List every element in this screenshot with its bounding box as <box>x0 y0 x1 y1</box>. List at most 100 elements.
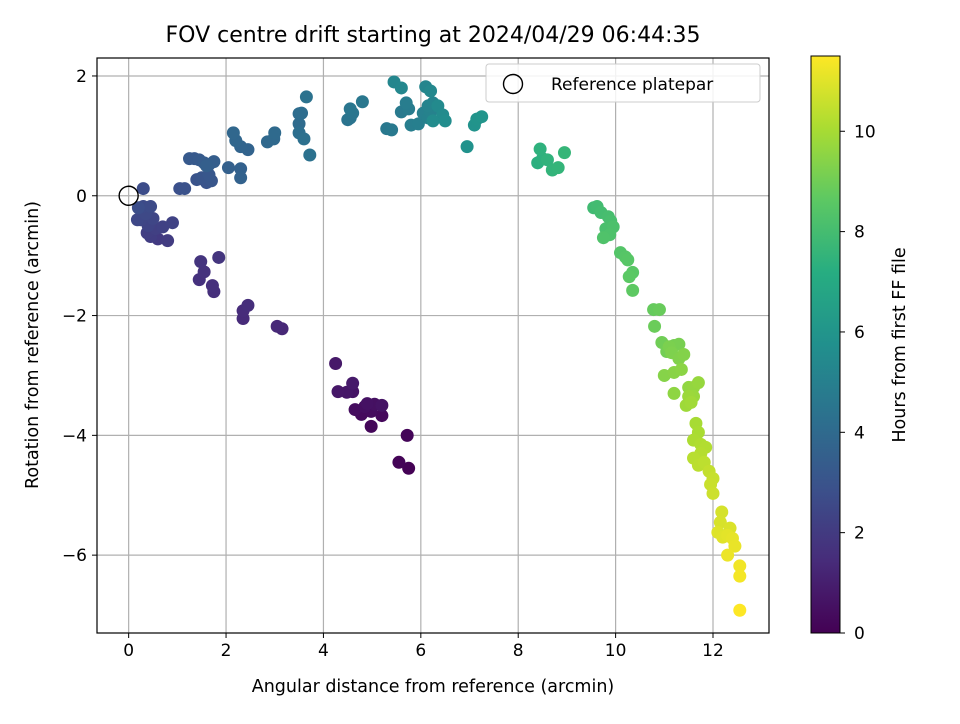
colorbar-ticks: 0 2 4 6 8 10 <box>840 122 876 644</box>
scatter-point <box>375 409 389 423</box>
scatter-point <box>131 201 145 215</box>
scatter-point <box>165 216 179 230</box>
legend-label: Reference platepar <box>551 75 713 95</box>
scatter-point <box>652 303 666 317</box>
scatter-point <box>303 148 317 162</box>
scatter-point <box>713 515 727 529</box>
scatter-point <box>355 95 369 109</box>
chart-title: FOV centre drift starting at 2024/04/29 … <box>166 23 701 48</box>
x-tick-label: 6 <box>415 641 426 661</box>
scatter-point <box>626 283 640 297</box>
scatter-point <box>672 337 686 351</box>
colorbar-tick-label: 2 <box>854 524 865 544</box>
reference-platepar-marker <box>118 185 139 206</box>
colorbar-tick-label: 8 <box>854 223 865 243</box>
x-axis-label: Angular distance from reference (arcmin) <box>252 677 615 697</box>
scatter-point <box>691 376 705 390</box>
scatter-point <box>557 146 571 160</box>
scatter-point <box>292 117 306 131</box>
x-tick-label: 8 <box>513 641 524 661</box>
scatter-point <box>648 319 662 333</box>
scatter-point <box>375 398 389 412</box>
scatter-point <box>156 220 170 234</box>
scatter-point <box>533 142 547 156</box>
scatter-point <box>621 253 635 267</box>
scatter-point <box>728 539 742 553</box>
scatter-point <box>268 126 282 140</box>
scatter-point <box>144 200 158 214</box>
x-tick-label: 4 <box>318 641 329 661</box>
y-axis-label: Rotation from reference (arcmin) <box>23 201 43 489</box>
scatter-point <box>331 385 345 399</box>
scatter-point <box>540 153 554 167</box>
scatter-point <box>178 182 192 196</box>
scatter-point <box>733 569 747 583</box>
x-tick-label: 2 <box>221 641 232 661</box>
scatter-point <box>475 110 489 124</box>
scatter-point <box>299 90 313 104</box>
scatter-point <box>346 376 360 390</box>
scatter-point <box>684 395 698 409</box>
scatter-point <box>438 114 452 128</box>
y-tick-label: 2 <box>76 67 87 87</box>
scatter-point <box>161 234 175 248</box>
scatter-point <box>364 419 378 433</box>
scatter-point <box>200 159 214 173</box>
scatter-point <box>402 461 416 475</box>
y-tick-label: −6 <box>62 546 87 566</box>
scatter-point <box>205 279 219 293</box>
scatter-point <box>234 171 248 185</box>
scatter-point <box>399 96 413 110</box>
scatter-point <box>706 486 720 500</box>
plot-frame <box>96 57 770 634</box>
scatter-point <box>715 505 729 519</box>
scatter-point <box>424 84 438 98</box>
y-tick-label: 0 <box>76 187 87 207</box>
colorbar-tick-label: 4 <box>854 423 865 443</box>
colorbar: 0 2 4 6 8 10 Hours from first FF file <box>810 55 910 644</box>
scatter-point <box>551 161 565 175</box>
scatter-point <box>343 102 357 116</box>
scatter-point <box>400 428 414 442</box>
scatter-point <box>234 162 248 176</box>
scatter-point <box>226 126 240 140</box>
scatter-points <box>130 75 747 617</box>
scatter-point <box>270 319 284 333</box>
scatter-point <box>212 250 226 264</box>
scatter-point <box>392 455 406 469</box>
y-tick-label: −4 <box>62 426 87 446</box>
colorbar-label: Hours from first FF file <box>890 247 910 442</box>
colorbar-tick-label: 10 <box>854 122 876 142</box>
legend-box <box>485 63 761 103</box>
scatter-point <box>194 255 208 269</box>
scatter-point <box>426 114 440 128</box>
scatter-point <box>241 298 255 312</box>
scatter-point <box>460 140 474 154</box>
scatter-point <box>136 182 150 196</box>
x-tick-label: 10 <box>605 641 627 661</box>
colorbar-tick-label: 0 <box>854 624 865 644</box>
scatter-point <box>183 152 197 166</box>
scatter-point <box>667 386 681 400</box>
scatter-point <box>297 132 311 146</box>
scatter-point <box>677 347 691 361</box>
scatter-point <box>721 548 735 562</box>
x-tick-label: 12 <box>702 641 724 661</box>
axis-ticks: 0 2 4 6 8 10 12 −6 −4 −2 0 2 <box>62 67 724 661</box>
scatter-point <box>221 161 235 175</box>
scatter-point <box>295 106 309 120</box>
y-tick-label: −2 <box>62 307 87 327</box>
colorbar-tick-label: 6 <box>854 323 865 343</box>
scatter-point <box>394 81 408 95</box>
scatter-point <box>329 356 343 370</box>
colorbar-gradient <box>810 55 841 634</box>
scatter-point <box>197 265 211 279</box>
legend: Reference platepar <box>485 63 761 103</box>
scatter-point <box>411 117 425 131</box>
scatter-point <box>385 123 399 137</box>
scatter-point <box>733 603 747 617</box>
scatter-point <box>596 231 610 245</box>
scatter-point <box>674 362 688 376</box>
